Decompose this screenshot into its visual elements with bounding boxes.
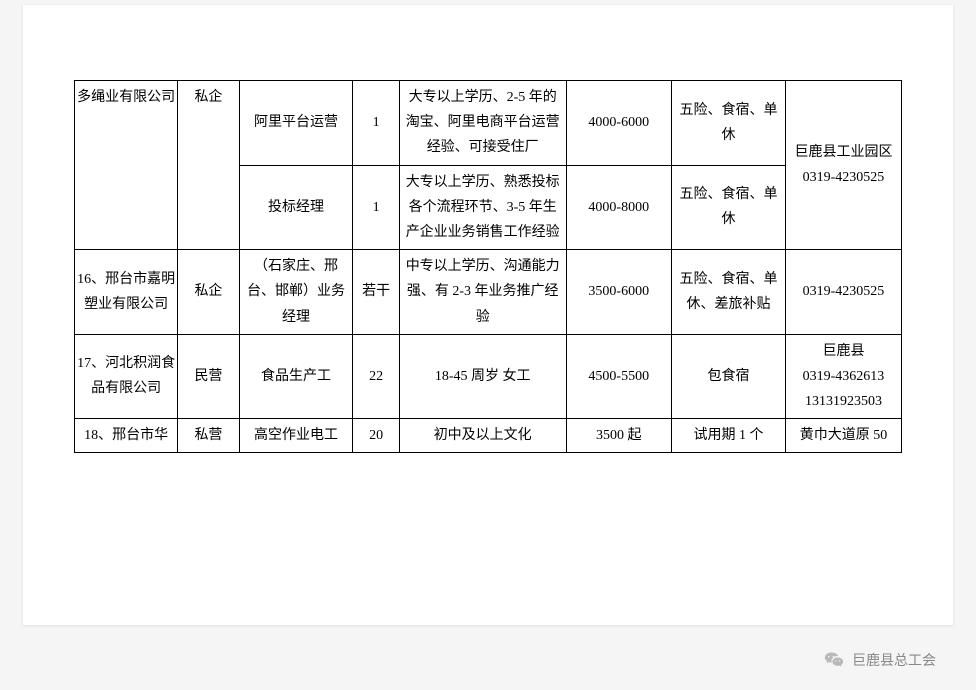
cell-benefit: 五险、食宿、单休	[672, 165, 786, 250]
watermark-footer: 巨鹿县总工会	[824, 650, 936, 670]
cell-position: （石家庄、邢台、邯郸）业务经理	[239, 250, 353, 335]
cell-benefit: 包食宿	[672, 334, 786, 419]
cell-company: 16、邢台市嘉明塑业有限公司	[75, 250, 178, 335]
cell-benefit: 五险、食宿、单休	[672, 81, 786, 166]
cell-salary: 4000-6000	[566, 81, 671, 166]
cell-count: 若干	[353, 250, 399, 335]
cell-position: 投标经理	[239, 165, 353, 250]
cell-contact: 巨鹿县工业园区 0319-4230525	[785, 81, 901, 250]
wechat-icon	[824, 650, 844, 670]
cell-requirement: 大专以上学历、2-5 年的淘宝、阿里电商平台运营经验、可接受住厂	[399, 81, 566, 166]
cell-count: 1	[353, 81, 399, 166]
contact-phone: 0319-4362613	[803, 369, 885, 384]
cell-requirement: 18-45 周岁 女工	[399, 334, 566, 419]
cell-company: 18、邢台市华	[75, 419, 178, 453]
job-listing-table: 多绳业有限公司 私企 阿里平台运营 1 大专以上学历、2-5 年的淘宝、阿里电商…	[74, 80, 902, 453]
cell-position: 高空作业电工	[239, 419, 353, 453]
cell-company: 多绳业有限公司	[75, 81, 178, 250]
cell-position: 食品生产工	[239, 334, 353, 419]
cell-salary: 4000-8000	[566, 165, 671, 250]
cell-salary: 3500-6000	[566, 250, 671, 335]
cell-ownership: 民营	[178, 334, 239, 419]
cell-count: 20	[353, 419, 399, 453]
cell-ownership: 私营	[178, 419, 239, 453]
cell-requirement: 大专以上学历、熟悉投标各个流程环节、3-5 年生产企业业务销售工作经验	[399, 165, 566, 250]
document-page: 多绳业有限公司 私企 阿里平台运营 1 大专以上学历、2-5 年的淘宝、阿里电商…	[23, 5, 953, 625]
cell-count: 22	[353, 334, 399, 419]
cell-salary: 4500-5500	[566, 334, 671, 419]
cell-ownership: 私企	[178, 81, 239, 250]
cell-ownership: 私企	[178, 250, 239, 335]
cell-salary: 3500 起	[566, 419, 671, 453]
contact-mobile: 13131923503	[805, 394, 882, 409]
cell-requirement: 中专以上学历、沟通能力强、有 2-3 年业务推广经验	[399, 250, 566, 335]
cell-company: 17、河北积润食品有限公司	[75, 334, 178, 419]
table-row: 16、邢台市嘉明塑业有限公司 私企 （石家庄、邢台、邯郸）业务经理 若干 中专以…	[75, 250, 902, 335]
table-row: 18、邢台市华 私营 高空作业电工 20 初中及以上文化 3500 起 试用期 …	[75, 419, 902, 453]
table-row: 17、河北积润食品有限公司 民营 食品生产工 22 18-45 周岁 女工 45…	[75, 334, 902, 419]
cell-requirement: 初中及以上文化	[399, 419, 566, 453]
cell-contact: 巨鹿县 0319-4362613 13131923503	[785, 334, 901, 419]
cell-benefit: 五险、食宿、单休、差旅补贴	[672, 250, 786, 335]
cell-contact: 0319-4230525	[785, 250, 901, 335]
contact-area: 巨鹿县	[822, 344, 864, 359]
cell-benefit: 试用期 1 个	[672, 419, 786, 453]
cell-contact: 黄巾大道原 50	[785, 419, 901, 453]
watermark-text: 巨鹿县总工会	[852, 650, 936, 670]
contact-area: 巨鹿县工业园区	[794, 145, 892, 160]
cell-count: 1	[353, 165, 399, 250]
table-row: 多绳业有限公司 私企 阿里平台运营 1 大专以上学历、2-5 年的淘宝、阿里电商…	[75, 81, 902, 166]
cell-position: 阿里平台运营	[239, 81, 353, 166]
contact-phone: 0319-4230525	[803, 170, 885, 185]
